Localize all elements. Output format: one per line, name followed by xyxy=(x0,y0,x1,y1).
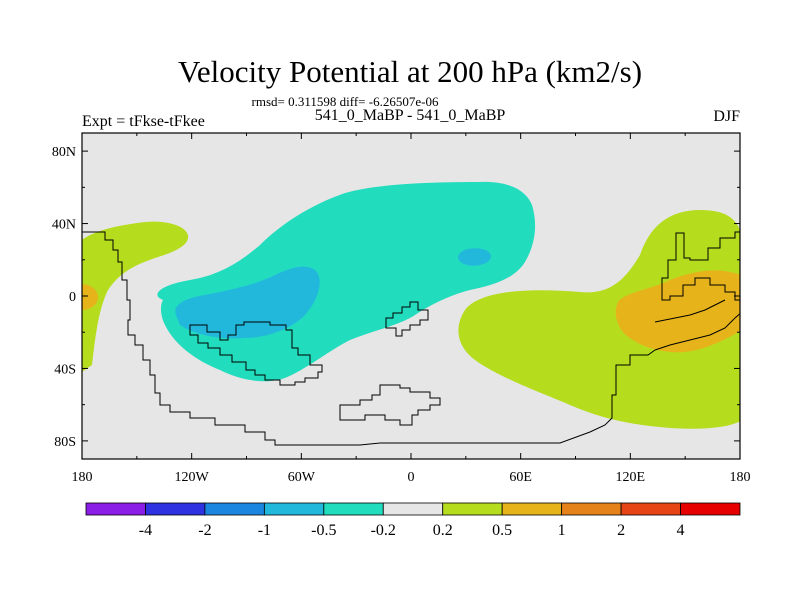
y-tick-label: 40S xyxy=(54,362,76,377)
colorbar-swatch xyxy=(85,502,146,516)
colorbar-swatch xyxy=(263,502,325,516)
colorbar-label: -0.5 xyxy=(311,522,336,539)
colorbar: -4 -2 -1 -0.5 -0.2 0.2 0.5 1 2 4 xyxy=(85,502,741,539)
experiment-label: Expt = tFkse-tFkee xyxy=(82,113,205,130)
colorbar-label: -1 xyxy=(258,522,271,539)
colorbar-swatch xyxy=(620,502,681,516)
chart-subtitle: rmsd= 0.311598 diff= -6.26507e-06 xyxy=(252,94,439,109)
x-tick-label: 180 xyxy=(72,470,93,485)
colorbar-label: 0.5 xyxy=(492,522,512,539)
colorbar-label: 0.2 xyxy=(433,522,453,539)
colorbar-swatch xyxy=(382,502,444,516)
y-tick-label: 40N xyxy=(52,218,76,233)
coastlines xyxy=(82,231,740,446)
x-tick-label: 120W xyxy=(175,470,210,485)
colorbar-label: 4 xyxy=(677,522,685,539)
colorbar-label: 2 xyxy=(617,522,625,539)
x-tick-label: 180 xyxy=(730,470,751,485)
x-tick-label: 60W xyxy=(288,470,316,485)
y-tick-label: 0 xyxy=(69,290,76,305)
y-tick-label: 80N xyxy=(52,145,76,160)
region-neg-0.5-africa xyxy=(458,248,491,266)
season-label: DJF xyxy=(713,108,740,125)
colorbar-swatch xyxy=(204,502,265,516)
colorbar-label: -2 xyxy=(198,522,211,539)
contour-fills xyxy=(82,181,740,446)
x-tick-label: 60E xyxy=(509,470,532,485)
region-pos-0.5-west xyxy=(82,284,98,310)
case-label: 541_0_MaBP - 541_0_MaBP xyxy=(315,107,506,124)
region-pos-0.2-west xyxy=(82,221,189,372)
colorbar-label: -4 xyxy=(139,522,152,539)
colorbar-label: -0.2 xyxy=(371,522,396,539)
y-tick-label: 80S xyxy=(54,435,76,450)
region-pos-0.2-east xyxy=(458,210,740,429)
region-pos-0.5-east xyxy=(615,270,740,353)
y-axis: 80N 40N 0 40S 80S xyxy=(52,145,740,450)
colorbar-swatch xyxy=(323,502,384,516)
colorbar-swatch xyxy=(145,502,206,516)
colorbar-swatch xyxy=(501,502,563,516)
colorbar-swatch xyxy=(442,502,503,516)
colorbar-swatch xyxy=(561,502,622,516)
x-tick-label: 120E xyxy=(616,470,646,485)
colorbar-label: 1 xyxy=(558,522,566,539)
x-axis: 180 120W 60W 0 60E 120E 180 xyxy=(72,133,751,485)
colorbar-swatch xyxy=(680,502,741,516)
x-tick-label: 0 xyxy=(408,470,415,485)
chart-title: Velocity Potential at 200 hPa (km2/s) xyxy=(178,54,642,89)
region-neg-0.5-pacific xyxy=(175,266,320,339)
